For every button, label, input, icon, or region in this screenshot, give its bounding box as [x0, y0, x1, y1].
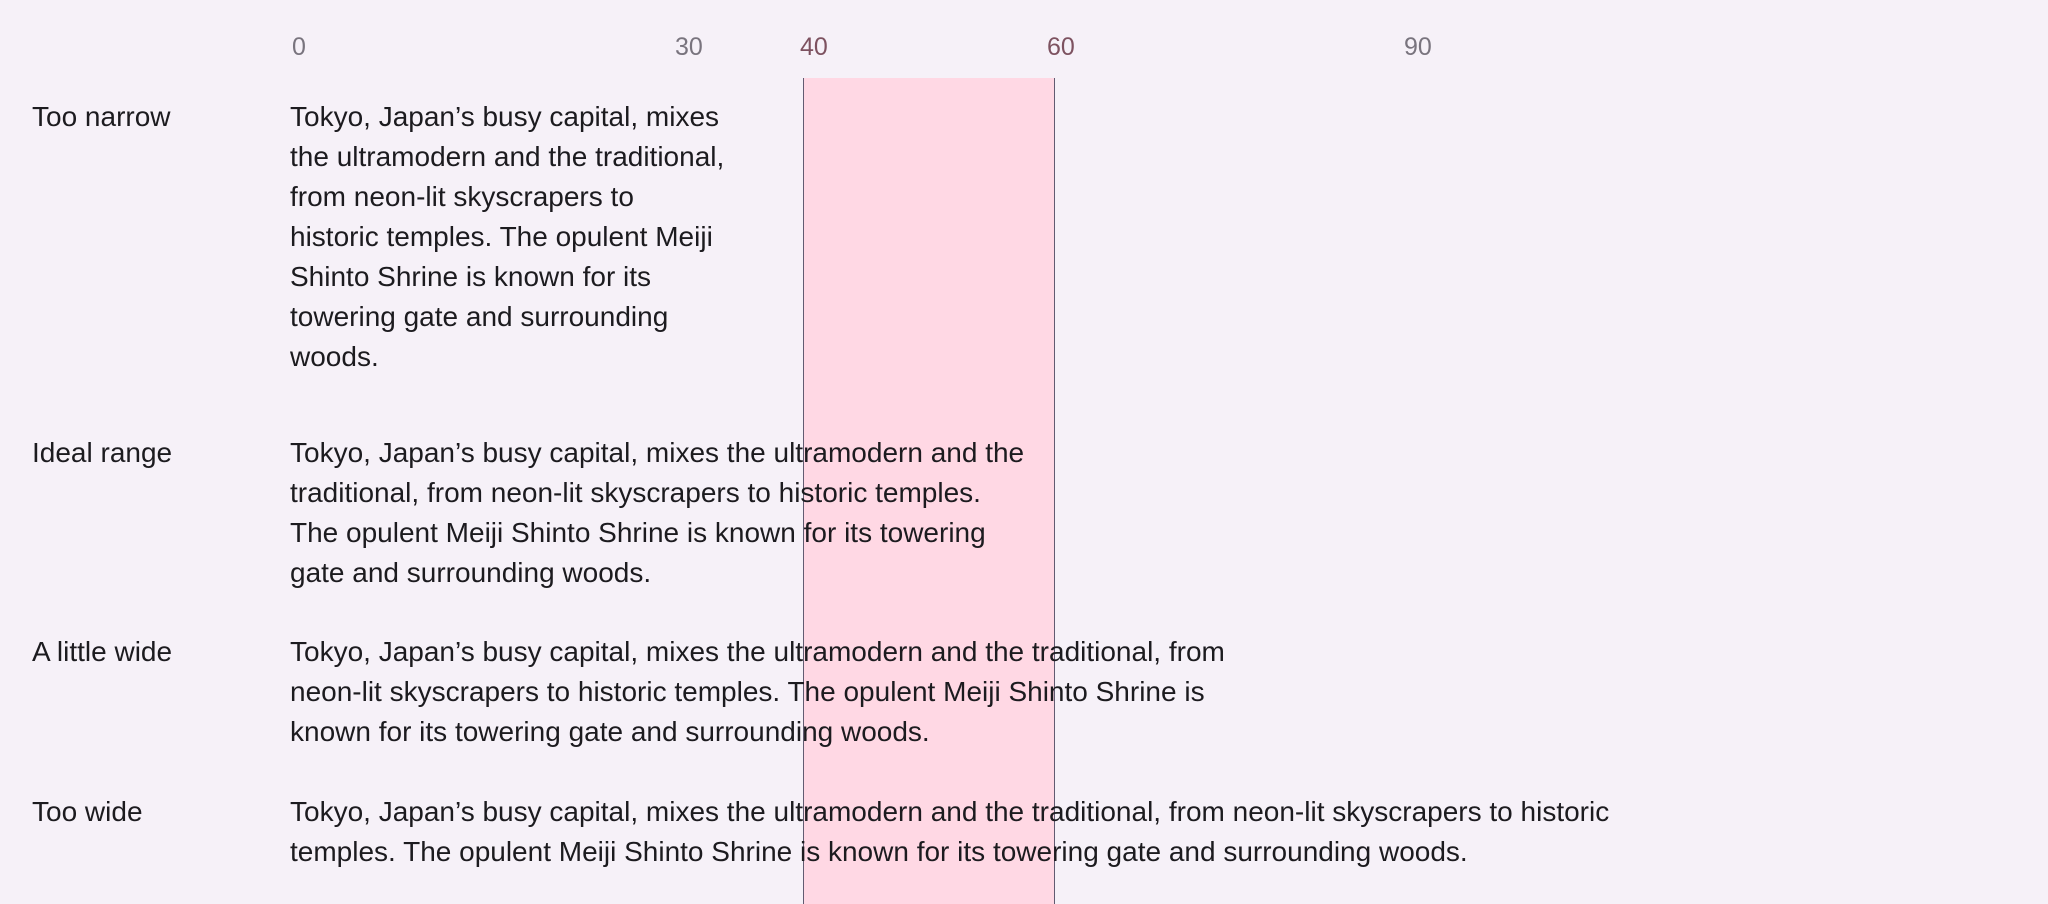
ruler-tick-90: 90 [1404, 33, 1432, 61]
row-label: A little wide [32, 636, 173, 667]
ruler-tick-60: 60 [1047, 33, 1075, 61]
ruler-tick-40: 40 [800, 33, 828, 61]
ideal-range-band [803, 78, 1055, 904]
row-label: Too narrow [32, 101, 171, 132]
ruler-tick-30: 30 [675, 33, 703, 61]
sample-paragraph: Tokyo, Japan’s busy capital, mixes the u… [290, 437, 1025, 588]
sample-paragraph: Tokyo, Japan’s busy capital, mixes the u… [290, 796, 1610, 867]
row-label: Too wide [32, 796, 143, 827]
sample-paragraph: Tokyo, Japan’s busy capital, mixes the u… [290, 101, 725, 372]
ruler-tick-0: 0 [292, 33, 306, 61]
row-label: Ideal range [32, 437, 173, 468]
sample-paragraph: Tokyo, Japan’s busy capital, mixes the u… [290, 636, 1225, 747]
